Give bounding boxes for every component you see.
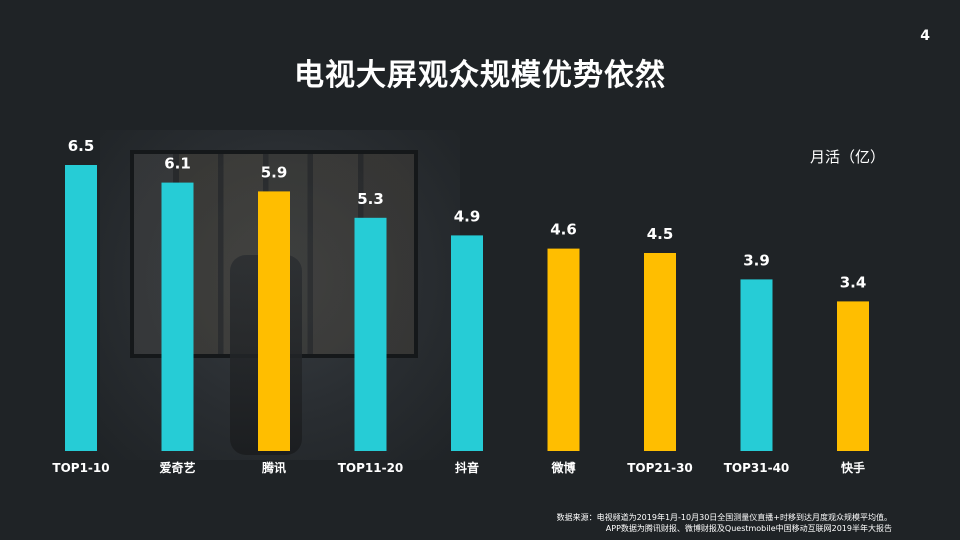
bar-爱奇艺 [161,182,194,451]
source-line-2: APP数据为腾讯财报、微博财报及Questmobile中国移动互联网2019半年… [605,524,892,533]
unit-label: 月活（亿） [810,148,886,166]
bar-value-label: 6.5 [68,137,95,155]
page-title: 电视大屏观众规模优势依然 [294,58,666,93]
bar-value-label: 6.1 [164,155,191,173]
x-tick-label: 腾讯 [261,460,286,475]
x-tick-label: 爱奇艺 [159,460,195,475]
bar-value-label: 4.6 [550,221,577,239]
bar-腾讯 [258,191,290,451]
bar-value-label: 3.9 [743,251,770,269]
page-number: 4 [920,28,930,44]
x-tick-label: 快手 [841,460,865,475]
bar-快手 [837,301,869,451]
bar-value-label: 4.9 [454,207,481,225]
source-note: 数据来源：电视频道为2019年1月-10月30日全国测量仪直播+时移到达月度观众… [557,512,892,534]
bar-TOP11-20 [354,217,387,451]
x-tick-label: TOP31-40 [724,461,790,475]
x-tick-label: TOP1-10 [52,461,109,475]
bar-value-label: 3.4 [840,273,867,291]
x-tick-label: 微博 [550,460,575,475]
bar-value-label: 5.3 [357,190,384,208]
bar-value-label: 4.5 [647,225,674,243]
bar-TOP21-30 [644,253,676,451]
x-tick-label: TOP21-30 [627,461,693,475]
x-tick-label: TOP11-20 [338,461,404,475]
bar-抖音 [451,235,483,451]
x-tick-label: 抖音 [455,460,479,475]
bar-value-label: 5.9 [261,163,288,181]
bar-微博 [547,248,580,451]
bar-TOP31-40 [740,279,773,451]
source-line-1: 数据来源：电视频道为2019年1月-10月30日全国测量仪直播+时移到达月度观众… [556,513,892,522]
bar-TOP1-10 [65,165,97,451]
